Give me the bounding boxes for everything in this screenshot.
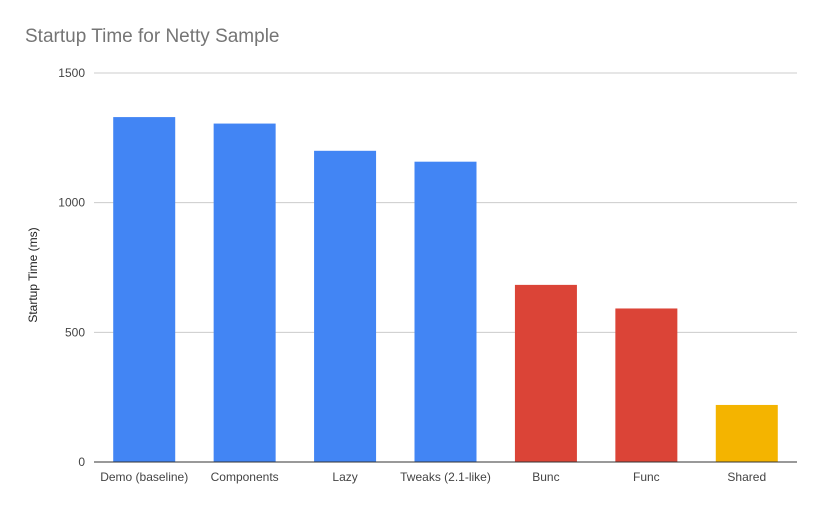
- bar: [414, 161, 477, 462]
- x-tick-label: Func: [633, 470, 660, 484]
- x-tick-label: Components: [211, 470, 279, 484]
- y-tick-label: 1000: [58, 196, 85, 210]
- bar: [113, 117, 176, 462]
- y-tick-label: 500: [65, 325, 85, 339]
- x-tick-label: Lazy: [332, 470, 357, 484]
- chart-title: Startup Time for Netty Sample: [25, 26, 280, 47]
- x-tick-label: Tweaks (2.1-like): [400, 470, 491, 484]
- bar: [213, 123, 276, 462]
- bar: [715, 404, 778, 462]
- x-tick-label: Demo (baseline): [100, 470, 188, 484]
- y-tick-label: 1500: [58, 66, 85, 80]
- bar: [314, 150, 377, 463]
- bar: [514, 284, 577, 462]
- x-tick-label: Bunc: [532, 470, 559, 484]
- x-tick-label: Shared: [727, 470, 766, 484]
- y-tick-label: 0: [78, 455, 85, 469]
- bar: [615, 308, 678, 462]
